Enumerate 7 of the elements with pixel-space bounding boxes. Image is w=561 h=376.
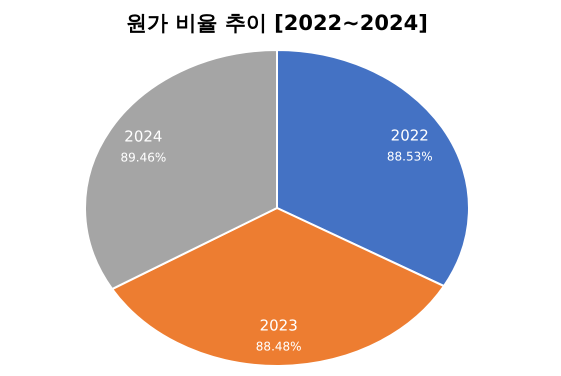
slice-label: 2022: [390, 126, 429, 144]
slice-label: 2024: [124, 128, 162, 146]
data-label: 89.46%: [120, 150, 166, 165]
slice-label: 2023: [260, 316, 298, 334]
data-label: 88.53%: [386, 149, 433, 164]
data-label: 88.48%: [256, 339, 302, 354]
chart-title: 원가 비율 추이 [2022~2024]: [126, 11, 428, 35]
